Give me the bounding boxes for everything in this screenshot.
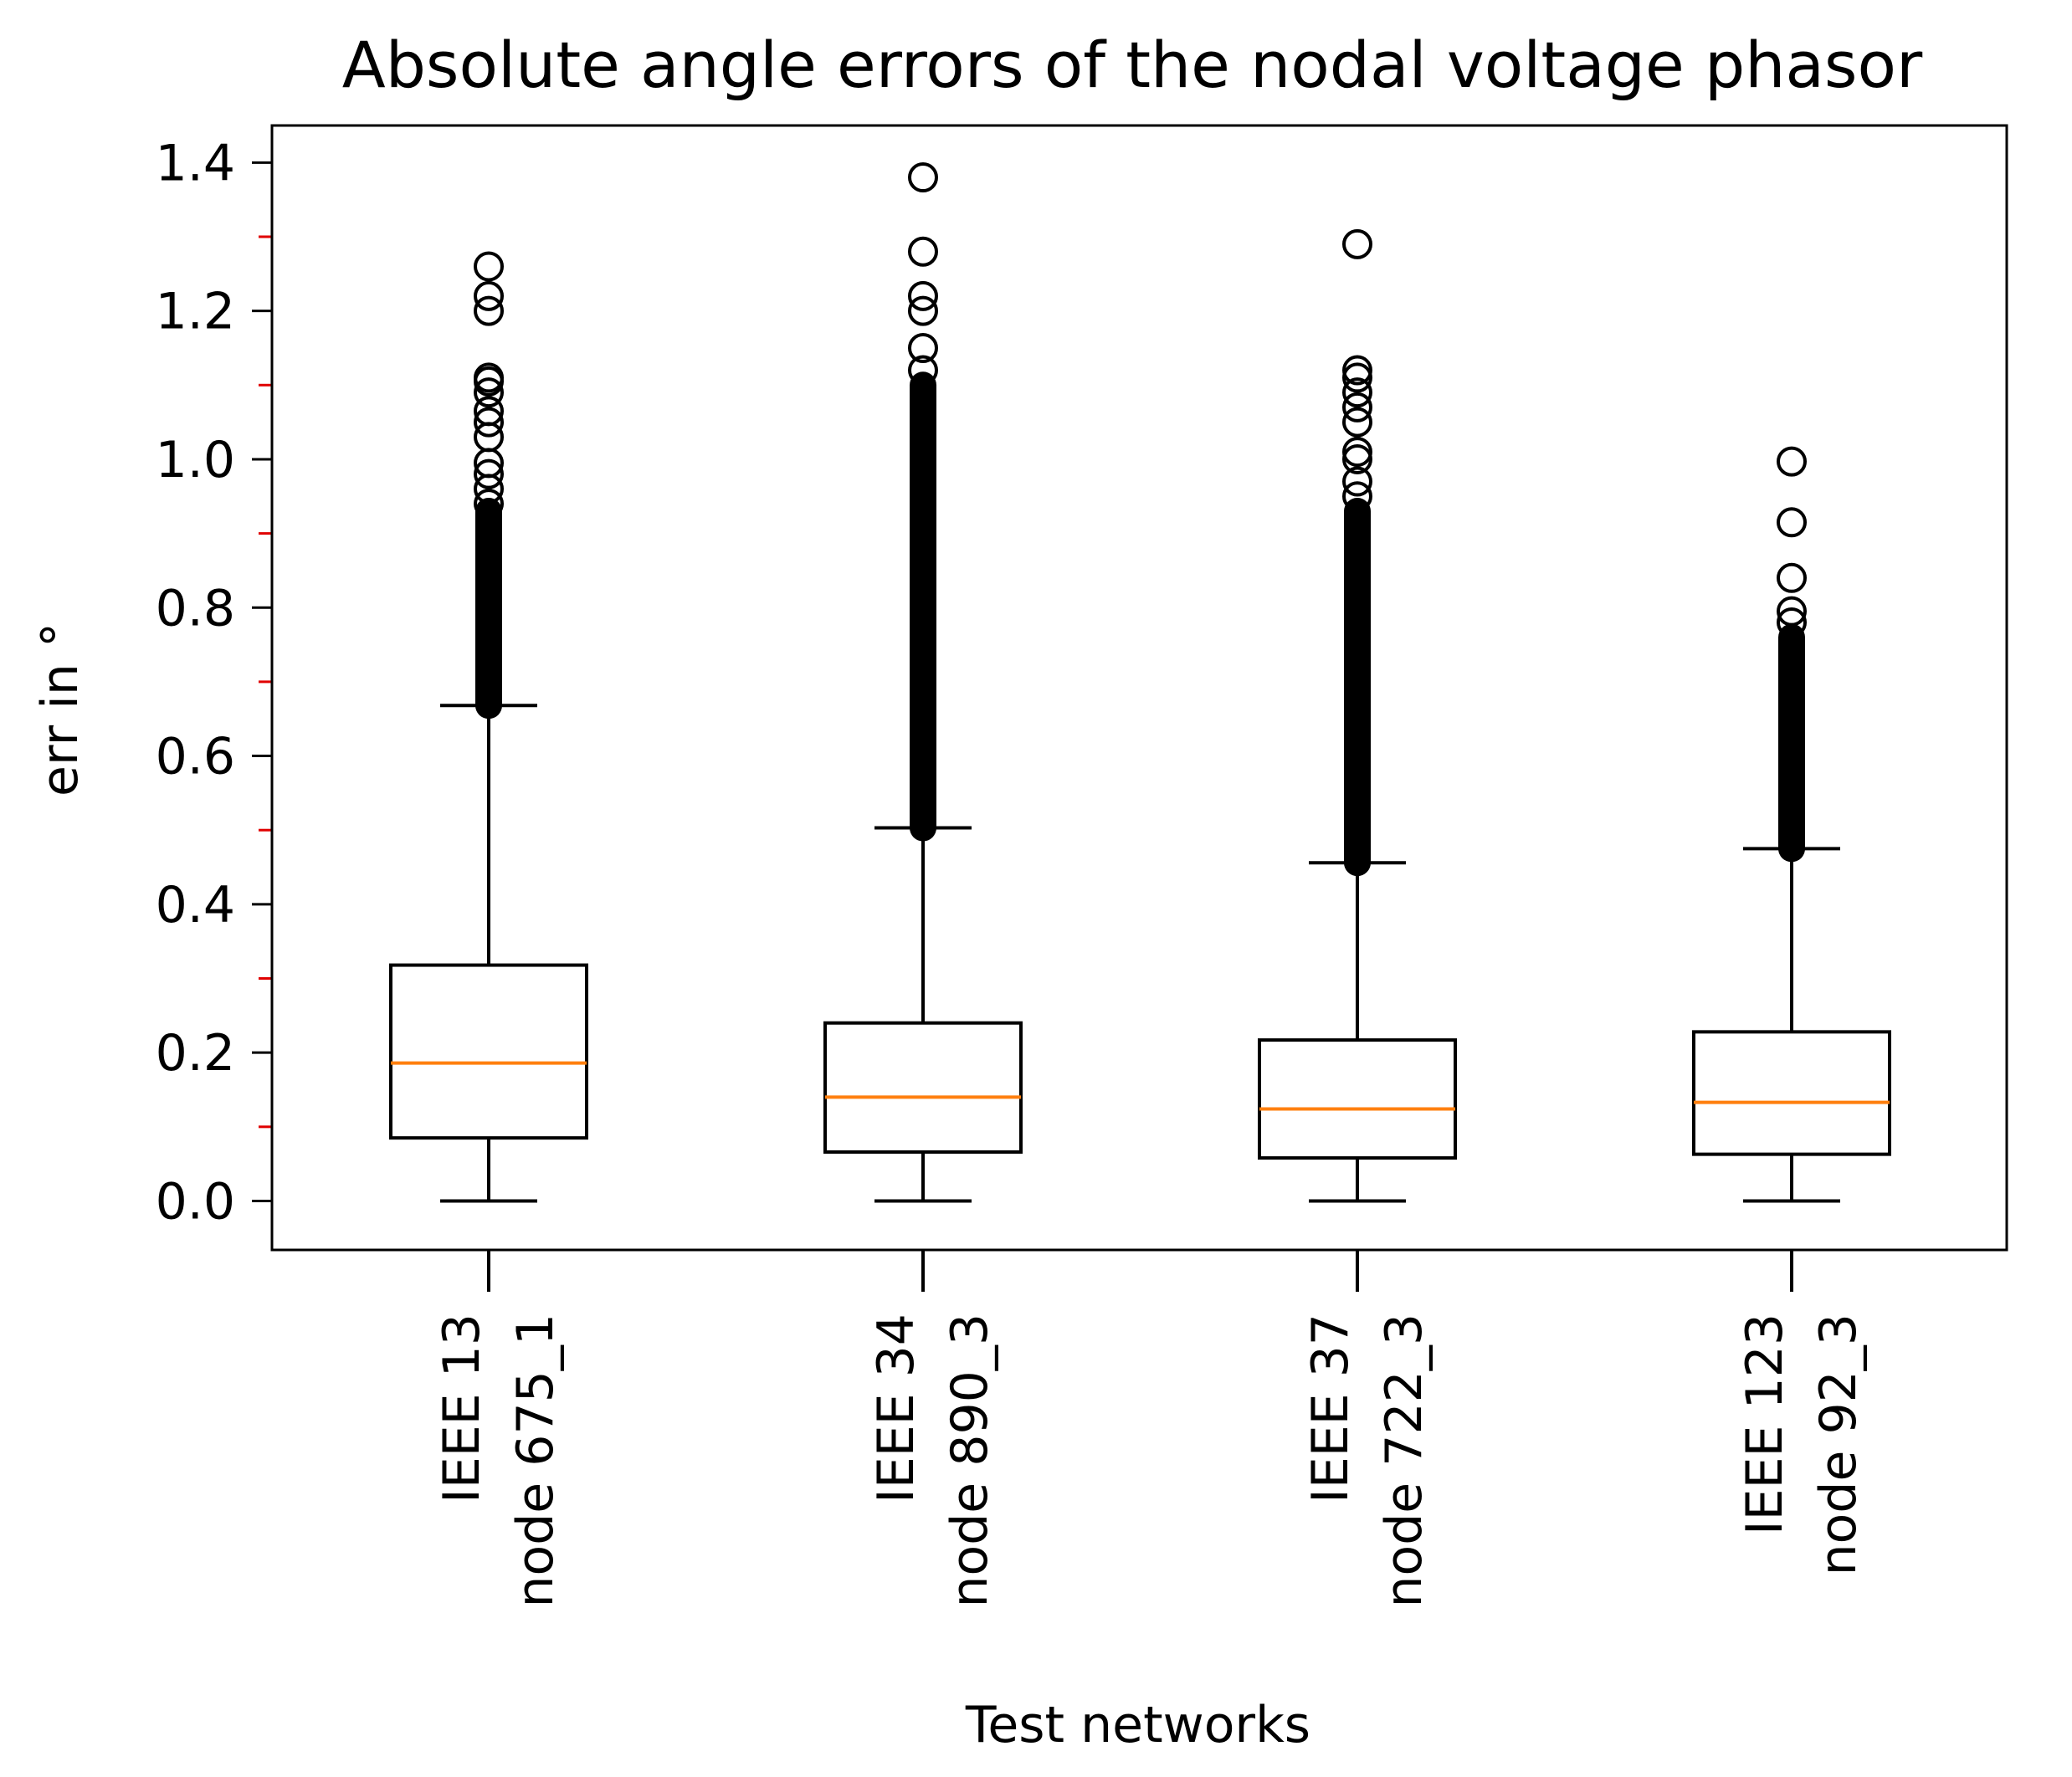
y-tick-label: 0.8 [156,579,235,638]
outlier-point [474,251,504,282]
chart-title: Absolute angle errors of the nodal volta… [342,28,1923,102]
outlier-point [474,280,504,311]
outlier-point [474,377,504,408]
plot-marks: 0.0 0.2 0.4 0.6 0.8 1.0 1.2 1.4 IEEE 13 node 675_… [156,134,1891,1608]
x-tick-label-line1: IEEE 123 [1736,1314,1794,1535]
outlier-point [908,236,938,267]
outlier-point [1777,607,1807,638]
x-tick-label-line2: node 722_3 [1375,1314,1433,1608]
outlier-point [1342,437,1372,468]
outlier-point [908,355,938,386]
iqr-box [1258,1038,1457,1160]
y-axis-label: err in ° [31,622,90,796]
outlier-point [1342,481,1372,512]
y-tick-label: 1.4 [156,134,235,192]
outlier-point [474,407,504,438]
y-tick-label: 0.4 [156,876,235,935]
x-axis-label: Test networks [965,1696,1310,1754]
outlier-point [474,489,504,520]
outlier-point [1777,596,1807,627]
outlier-point [474,295,504,326]
plot-frame [270,124,2008,1252]
x-tick-label-line1: IEEE 13 [433,1314,491,1503]
outlier-point [1777,446,1807,477]
outlier-point [1342,228,1372,259]
outlier-point [908,295,938,326]
outlier-point [908,162,938,193]
y-tick-label: 0.6 [156,728,235,786]
x-tick-label-line1: IEEE 37 [1301,1314,1360,1503]
iqr-box [389,963,588,1140]
outlier-cluster [1344,498,1371,877]
outlier-point [1342,392,1372,422]
outlier-point [1342,443,1372,474]
x-tick-label-line1: IEEE 34 [867,1314,926,1503]
outlier-point [908,280,938,311]
outlier-point [474,458,504,489]
outlier-point [474,362,504,393]
outlier-point [474,396,504,427]
outlier-point [1342,466,1372,497]
outlier-point [1342,377,1372,408]
y-tick-label: 1.2 [156,283,235,341]
outlier-point [908,332,938,363]
outlier-point [1342,355,1372,386]
x-tick-label-line2: node 890_3 [941,1314,999,1608]
outlier-point [1342,362,1372,393]
outlier-cluster [1778,623,1805,863]
outlier-cluster [475,498,502,720]
x-tick-label-line2: node 675_1 [506,1314,565,1608]
outlier-point [1777,507,1807,538]
iqr-box [1692,1030,1891,1156]
outlier-cluster [910,371,936,842]
iqr-box [823,1021,1023,1154]
y-tick-label: 0.0 [156,1172,235,1231]
outlier-point [1342,407,1372,438]
y-tick-label: 1.0 [156,431,235,489]
outlier-point [1777,562,1807,593]
y-tick-label: 0.2 [156,1024,235,1083]
x-tick-label-line2: node 92_3 [1809,1314,1868,1575]
